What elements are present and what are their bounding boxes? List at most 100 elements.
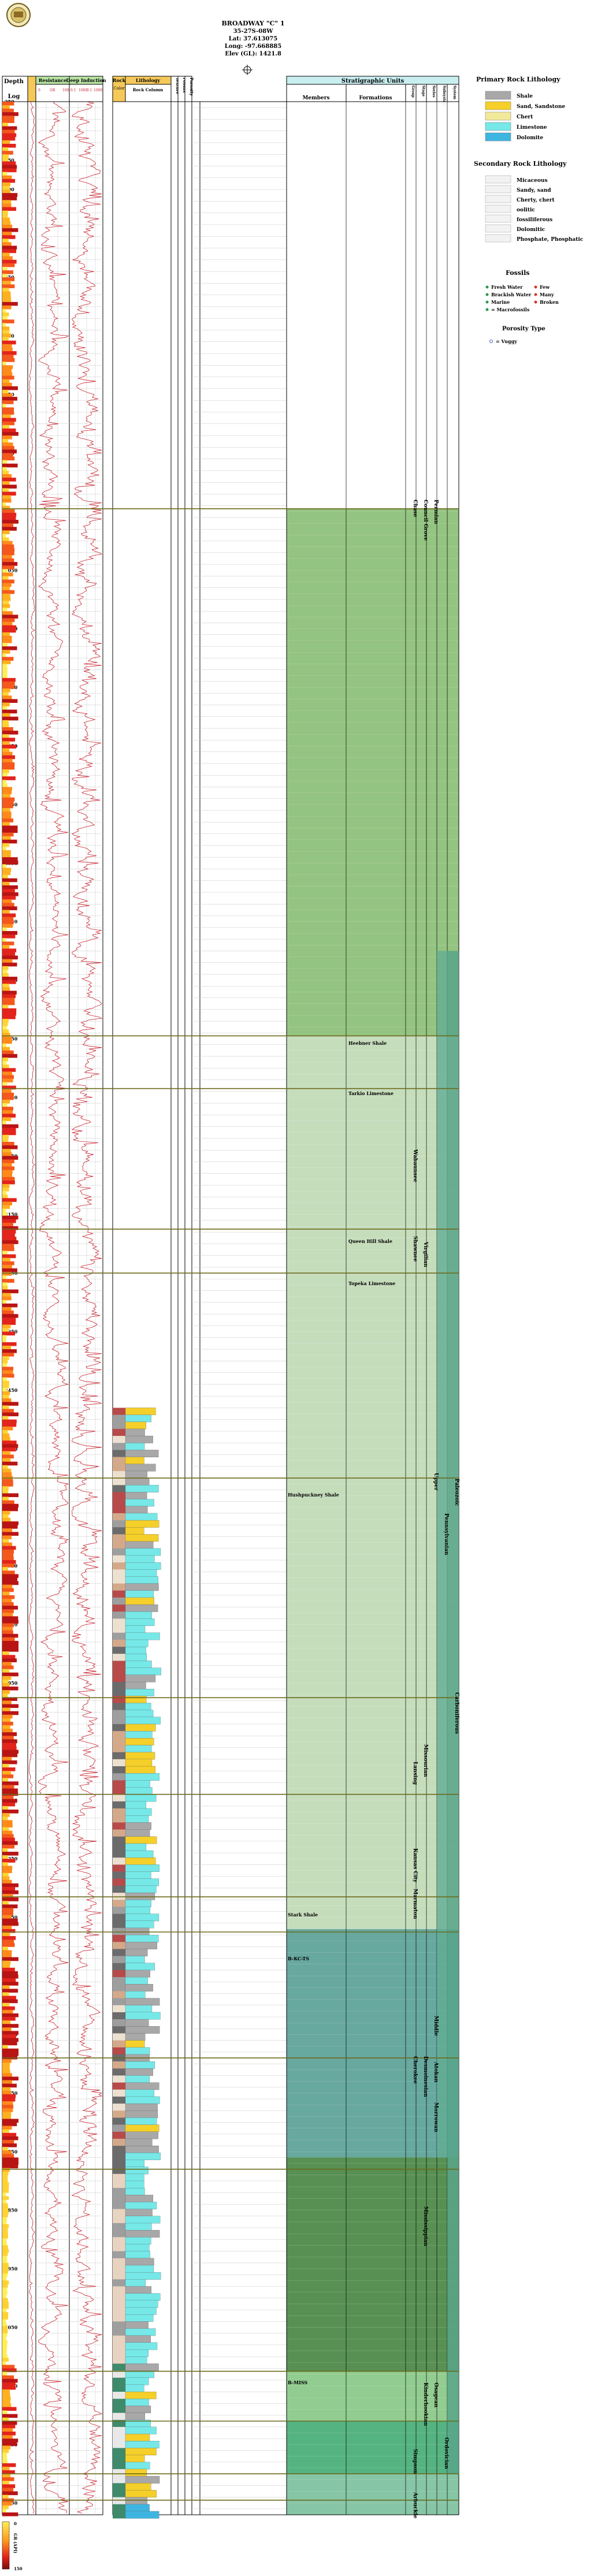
gamma-bar	[2, 1257, 10, 1262]
gamma-bar	[2, 723, 9, 728]
gamma-bar	[2, 228, 18, 232]
rock-column-block	[125, 1527, 144, 1535]
gamma-bar	[2, 488, 9, 492]
gamma-bar	[2, 1356, 9, 1360]
rock-color-block	[113, 2272, 125, 2280]
gamma-bar	[2, 2456, 7, 2460]
rock-column-block	[125, 2321, 149, 2329]
rock-column-block	[125, 2230, 160, 2238]
gamma-bar	[2, 1535, 12, 1540]
gamma-bar	[2, 980, 16, 984]
legend-swatch	[485, 234, 511, 243]
rock-color-block	[113, 2131, 125, 2139]
rock-column-block	[125, 2173, 144, 2182]
rock-color-block	[113, 2195, 125, 2202]
rock-column-block	[125, 1780, 150, 1788]
gamma-bar	[2, 523, 14, 527]
rock-column-block	[125, 1956, 145, 1964]
group-atokan: Atokan	[433, 2061, 439, 2083]
gamma-bar	[2, 787, 12, 791]
rock-column-block	[125, 1871, 151, 1879]
gamma-bar	[2, 2495, 9, 2499]
gamma-bar	[2, 650, 10, 654]
legend-porosity-dot	[489, 340, 493, 343]
rock-column-block	[125, 2448, 157, 2456]
rock-column-block	[125, 1548, 161, 1556]
rock-column-block	[125, 1963, 155, 1971]
gamma-bar	[2, 151, 13, 155]
gamma-bar	[2, 765, 15, 770]
rock-column-block	[125, 1808, 152, 1816]
legend-fossil-dot	[485, 300, 489, 304]
gamma-bar	[2, 941, 14, 945]
rock-color-block	[113, 1478, 125, 1486]
gamma-bar	[2, 2083, 17, 2088]
gamma-bar	[2, 885, 18, 889]
legend-porosity-label: = Vuggy	[496, 338, 517, 344]
formation-kansas-city: Kansas City	[412, 1848, 418, 1883]
rock-color-block	[113, 1745, 125, 1752]
gamma-bar	[2, 1317, 16, 1321]
rock-column-block	[125, 2012, 161, 2020]
rock-color-block	[113, 2173, 125, 2182]
rock-column-block	[125, 1632, 160, 1640]
legend: Primary Rock Lithology Shale Sand, Sandst…	[474, 76, 584, 344]
gamma-bar	[2, 1275, 6, 1279]
gamma-bar	[2, 758, 13, 763]
gamma-bar	[2, 1345, 12, 1350]
gamma-bar	[2, 1247, 14, 1252]
gamma-bar	[2, 2407, 17, 2411]
gamma-bar	[2, 2322, 7, 2326]
rock-color-block	[113, 2314, 125, 2322]
gamma-bar	[2, 1282, 8, 1286]
gamma-bar	[2, 1528, 13, 1532]
legend-swatch	[485, 204, 511, 213]
rock-color-block	[113, 2265, 125, 2273]
legend-swatch	[485, 195, 511, 203]
gamma-bar	[2, 1862, 8, 1866]
legend-fossil-label: Fresh Water	[491, 284, 523, 290]
gamma-bar	[2, 2238, 7, 2242]
gamma-bar	[2, 2210, 9, 2214]
rock-column-block	[125, 1421, 146, 1430]
gamma-bar	[2, 1806, 9, 1810]
rock-column-block	[125, 2342, 158, 2350]
gamma-bar	[2, 955, 18, 960]
gamma-bar	[2, 2024, 18, 2028]
gamma-bar	[2, 2393, 10, 2397]
gamma-bar	[2, 780, 6, 784]
rock-column-block	[125, 1443, 145, 1450]
gamma-bar	[2, 2470, 15, 2474]
gamma-bar	[2, 1637, 15, 1641]
gamma-bar	[2, 492, 16, 496]
gamma-bar	[2, 193, 18, 197]
gamma-bar	[2, 351, 17, 355]
rock-column-block	[125, 1920, 154, 1929]
rock-color-block	[113, 2483, 125, 2491]
gamma-bar	[2, 1929, 16, 1933]
system-upper: Upper	[433, 1473, 439, 1491]
gamma-bar	[2, 407, 14, 411]
gamma-bar	[2, 1852, 18, 1856]
gamma-bar	[2, 843, 9, 847]
gamma-bar	[2, 1989, 18, 1993]
gamma-bar	[2, 1486, 9, 1490]
gamma-bar	[2, 881, 10, 886]
gamma-bar	[2, 1047, 10, 1051]
gamma-bar	[2, 1121, 6, 1125]
rock-column-block	[125, 1815, 149, 1823]
gamma-bar	[2, 1743, 16, 1747]
rock-color-block	[113, 1927, 125, 1935]
gamma-bar	[2, 966, 9, 970]
gamma-bar	[2, 235, 16, 239]
gamma-bar	[2, 1883, 18, 1888]
gamma-bar	[2, 1911, 13, 1916]
gamma-bar	[2, 2316, 9, 2320]
gamma-bar	[2, 460, 7, 464]
gamma-bar	[2, 1311, 14, 1315]
depth-label: 350	[5, 157, 14, 163]
group-morrowan: Morrowan	[433, 2102, 439, 2132]
gamma-bar	[2, 562, 18, 566]
gamma-bar	[2, 2178, 8, 2183]
gamma-bar	[2, 1795, 14, 1800]
